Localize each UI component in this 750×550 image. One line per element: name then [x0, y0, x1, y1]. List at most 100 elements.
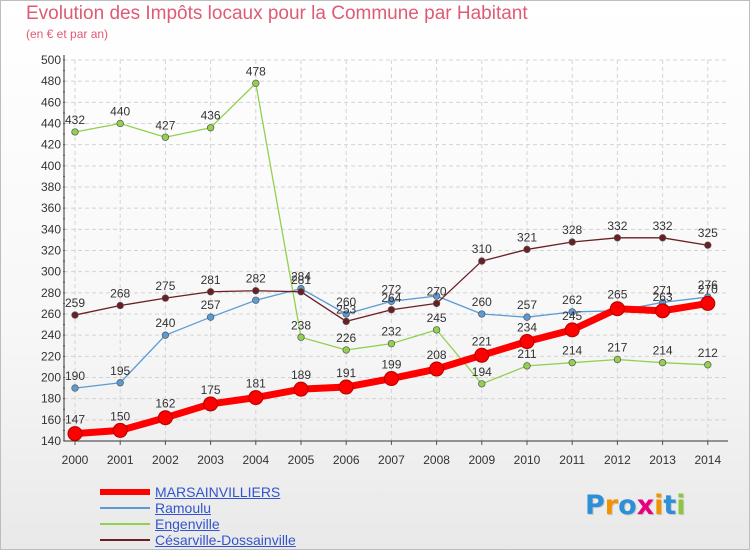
data-point-marsainvilliers [655, 303, 671, 319]
y-tick-label: 140 [41, 434, 61, 448]
y-tick-label: 300 [41, 265, 61, 279]
data-point-ramoulu [432, 292, 441, 300]
y-tick-label: 460 [41, 95, 61, 109]
data-point-marsainvilliers [429, 361, 445, 377]
legend-label: Engenville [155, 516, 220, 532]
data-label-engenville: 217 [607, 341, 627, 355]
data-label-engenville: 232 [381, 325, 401, 339]
data-label-cesarville-dossainville: 281 [201, 273, 221, 287]
y-tick-label: 260 [41, 307, 61, 321]
data-label-engenville: 432 [65, 113, 85, 127]
proxiti-logo: Proxiti [585, 490, 686, 521]
data-point-marsainvilliers [609, 301, 625, 317]
y-tick-label: 500 [41, 53, 61, 67]
legend-swatch-ramoulu [100, 507, 150, 509]
legend: MARSAINVILLIERS Ramoulu Engenville César… [100, 484, 400, 548]
data-label-cesarville-dossainville: 332 [607, 219, 627, 233]
data-label-engenville: 212 [698, 346, 718, 360]
data-label-ramoulu: 272 [381, 282, 401, 296]
data-label-ramoulu: 271 [653, 283, 673, 297]
data-label-marsainvilliers: 263 [653, 290, 673, 304]
data-label-ramoulu: 257 [201, 298, 221, 312]
data-point-ramoulu [116, 379, 124, 387]
data-label-engenville: 214 [653, 344, 673, 358]
data-label-engenville: 194 [472, 365, 492, 379]
data-point-engenville [116, 119, 124, 128]
data-label-marsainvilliers: 175 [201, 383, 221, 397]
y-tick-label: 320 [41, 244, 61, 258]
legend-item-engenville[interactable]: Engenville [100, 516, 400, 532]
data-label-cesarville-dossainville: 253 [336, 302, 356, 316]
x-tick-label: 2005 [288, 453, 315, 467]
data-label-engenville: 214 [562, 344, 582, 358]
data-point-engenville [161, 133, 170, 141]
data-point-cesarville-dossainville [342, 317, 350, 326]
data-label-marsainvilliers: 265 [607, 288, 627, 302]
x-tick-label: 2014 [694, 453, 721, 467]
axis-layer: 140 160 180 200 220 240 260 280 300 320 340 360 380 4… [41, 53, 728, 467]
data-point-cesarville-dossainville [71, 311, 79, 319]
data-label-marsainvilliers: 270 [698, 282, 718, 296]
legend-item-marsainvilliers[interactable]: MARSAINVILLIERS [100, 484, 400, 500]
x-tick-label: 2000 [62, 453, 89, 467]
data-label-engenville: 211 [517, 347, 536, 361]
data-point-engenville [658, 359, 667, 367]
data-point-marsainvilliers [383, 371, 399, 387]
data-point-cesarville-dossainville [116, 301, 124, 310]
x-tick-label: 2001 [107, 453, 134, 467]
logo-letter: o [618, 490, 637, 521]
legend-swatch-marsainvilliers [100, 489, 150, 495]
data-point-cesarville-dossainville [297, 288, 305, 296]
data-point-cesarville-dossainville [206, 288, 215, 296]
data-label-cesarville-dossainville: 259 [65, 296, 85, 310]
data-point-marsainvilliers [248, 390, 264, 406]
data-label-cesarville-dossainville: 321 [517, 230, 537, 244]
data-point-cesarville-dossainville [523, 245, 531, 254]
data-point-engenville [71, 128, 79, 136]
data-label-ramoulu: 260 [336, 295, 356, 309]
data-point-cesarville-dossainville [613, 234, 622, 242]
data-point-marsainvilliers [338, 379, 354, 395]
data-point-marsainvilliers [67, 426, 83, 442]
data-point-engenville [342, 346, 350, 354]
data-label-marsainvilliers: 221 [472, 334, 492, 348]
data-point-cesarville-dossainville [568, 238, 576, 246]
data-label-cesarville-dossainville: 270 [427, 284, 447, 298]
data-point-cesarville-dossainville [658, 234, 667, 242]
legend-item-ramoulu[interactable]: Ramoulu [100, 500, 400, 516]
x-tick-label: 2006 [333, 453, 360, 467]
y-tick-label: 420 [41, 138, 61, 152]
y-tick-label: 200 [41, 371, 61, 385]
data-point-ramoulu [523, 313, 531, 321]
data-label-ramoulu: 195 [110, 364, 130, 378]
data-label-cesarville-dossainville: 328 [562, 223, 582, 237]
data-point-marsainvilliers [157, 410, 173, 426]
data-label-engenville: 245 [427, 311, 447, 325]
y-tick-label: 360 [41, 201, 61, 215]
x-tick-label: 2008 [423, 453, 450, 467]
y-tick-label: 240 [41, 328, 61, 342]
y-tick-label: 160 [41, 413, 61, 427]
data-label-engenville: 238 [291, 318, 311, 332]
x-tick-label: 2013 [649, 453, 676, 467]
data-label-ramoulu: 190 [65, 369, 85, 383]
data-point-marsainvilliers [519, 334, 535, 350]
legend-item-cesarville-dossainville[interactable]: Césarville-Dossainville [100, 532, 400, 548]
data-point-engenville [252, 79, 260, 87]
logo-letter: i [654, 490, 664, 521]
data-point-engenville [206, 124, 215, 132]
x-tick-label: 2012 [604, 453, 631, 467]
data-point-cesarville-dossainville [704, 241, 712, 249]
data-label-engenville: 427 [155, 118, 175, 132]
data-label-ramoulu: 240 [155, 316, 175, 330]
y-tick-label: 440 [41, 117, 61, 131]
x-tick-label: 2009 [468, 453, 495, 467]
data-point-ramoulu [206, 313, 215, 321]
data-point-engenville [523, 362, 531, 370]
data-label-marsainvilliers: 245 [562, 309, 582, 323]
data-point-engenville [432, 326, 441, 334]
data-label-engenville: 440 [110, 105, 130, 119]
data-label-cesarville-dossainville: 282 [246, 272, 266, 286]
grid-layer [64, 59, 728, 442]
